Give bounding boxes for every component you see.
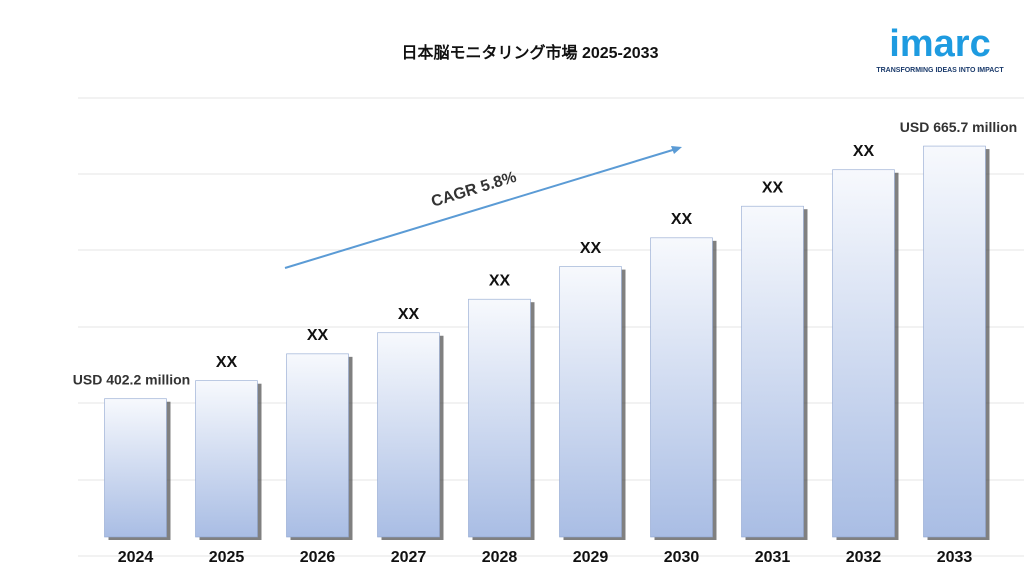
value-label: XX — [216, 354, 238, 371]
x-tick-label: 2029 — [573, 549, 609, 566]
x-tick-label: 2027 — [391, 549, 427, 566]
logo: imarc TRANSFORMING IDEAS INTO IMPACT — [876, 23, 1004, 74]
value-label: XX — [489, 272, 511, 289]
bar — [377, 332, 440, 538]
x-tick-label: 2032 — [846, 549, 882, 566]
bar — [286, 353, 349, 538]
bar — [741, 205, 804, 538]
bar — [650, 237, 713, 538]
value-label: XX — [398, 306, 420, 323]
bar — [832, 169, 895, 538]
x-tick-label: 2025 — [209, 549, 245, 566]
value-label: XX — [580, 240, 602, 257]
value-label: XX — [853, 143, 875, 160]
chart-title: 日本脳モニタリング市場 2025-2033 — [402, 43, 659, 62]
x-tick-label: 2030 — [664, 549, 700, 566]
bar — [923, 145, 986, 538]
logo-tagline: TRANSFORMING IDEAS INTO IMPACT — [876, 67, 1004, 74]
arrow-line — [284, 148, 677, 269]
cagr-annotation: CAGR 5.8% — [429, 169, 518, 211]
value-label: XX — [307, 327, 329, 344]
value-label: USD 402.2 million — [73, 371, 190, 387]
arrow-head — [671, 146, 682, 154]
logo-name: imarc — [889, 23, 990, 65]
bar — [468, 298, 531, 538]
x-tick-label: 2028 — [482, 549, 518, 566]
value-label: XX — [762, 179, 784, 196]
bar — [195, 380, 258, 538]
x-tick-label: 2024 — [118, 549, 154, 566]
value-label: XX — [671, 211, 693, 228]
x-tick-label: 2031 — [755, 549, 791, 566]
bar — [559, 266, 622, 538]
bar — [104, 398, 167, 538]
x-tick-label: 2026 — [300, 549, 336, 566]
cagr-arrow — [284, 146, 682, 269]
x-tick-label: 2033 — [937, 549, 973, 566]
value-label: USD 665.7 million — [900, 119, 1017, 135]
